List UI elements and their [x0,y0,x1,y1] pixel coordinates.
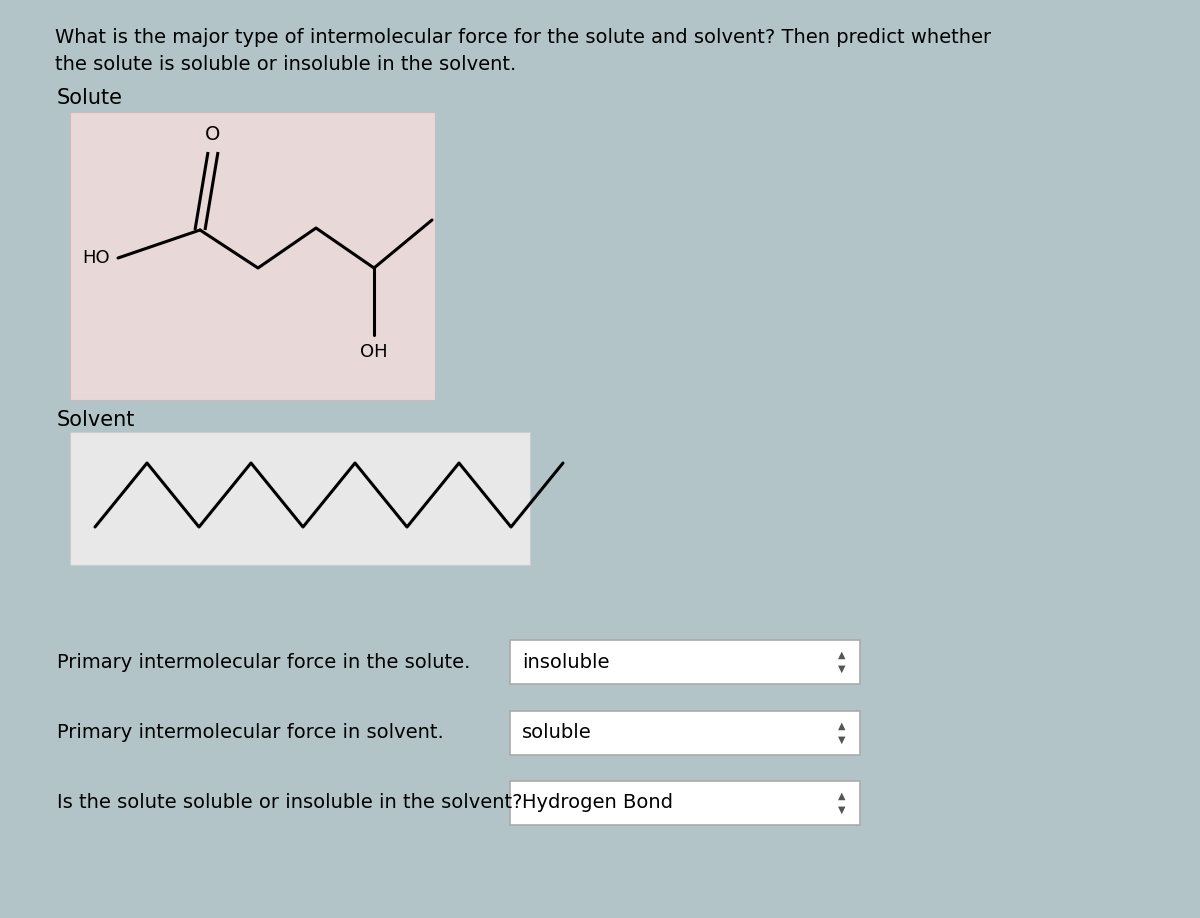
Bar [510,781,860,825]
Text: Is the solute soluble or insoluble in the solvent?: Is the solute soluble or insoluble in th… [58,793,522,812]
Text: ▼: ▼ [839,664,846,674]
Bar [70,112,436,400]
Text: Solvent: Solvent [58,410,136,430]
Text: Primary intermolecular force in the solute.: Primary intermolecular force in the solu… [58,653,470,671]
Text: insoluble: insoluble [522,653,610,671]
Text: Primary intermolecular force in solvent.: Primary intermolecular force in solvent. [58,723,444,743]
Bar [70,432,530,565]
Bar [510,640,860,684]
Text: ▲: ▲ [839,650,846,660]
Text: OH: OH [360,343,388,361]
Text: ▼: ▼ [839,805,846,815]
Bar [510,711,860,755]
Text: soluble: soluble [522,723,592,743]
Text: HO: HO [83,249,110,267]
Text: ▲: ▲ [839,721,846,731]
Text: the solute is soluble or insoluble in the solvent.: the solute is soluble or insoluble in th… [55,55,516,74]
Text: Solute: Solute [58,88,124,108]
Text: Hydrogen Bond: Hydrogen Bond [522,793,673,812]
Text: O: O [205,125,221,144]
Text: ▼: ▼ [839,735,846,745]
Text: ▲: ▲ [839,791,846,801]
Text: What is the major type of intermolecular force for the solute and solvent? Then : What is the major type of intermolecular… [55,28,991,47]
